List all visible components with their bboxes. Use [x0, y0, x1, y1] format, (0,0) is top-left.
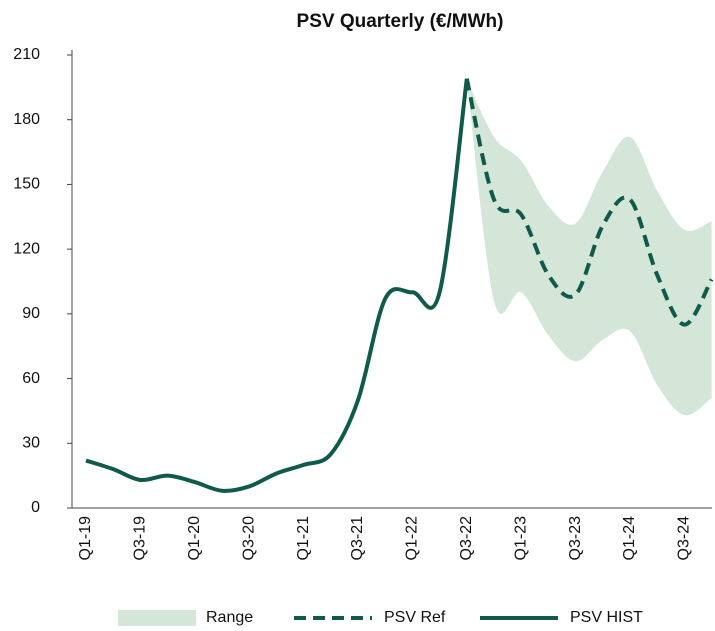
legend-label: Range	[206, 609, 253, 626]
chart-title: PSV Quarterly (€/MWh)	[297, 11, 504, 32]
line	[85, 78, 469, 493]
y-tick-label: 90	[22, 305, 40, 322]
x-tick-label: Q3-23	[567, 516, 584, 561]
range-band	[466, 78, 712, 416]
x-tick-label: Q3-24	[676, 516, 693, 561]
y-tick-label: 60	[22, 370, 40, 387]
y-tick-label: 0	[31, 499, 40, 516]
x-tick-label: Q1-23	[512, 516, 529, 561]
x-tick-label: Q3-21	[349, 516, 366, 561]
legend-swatch	[118, 610, 196, 626]
line	[464, 78, 714, 327]
x-tick-label: Q3-20	[240, 516, 257, 561]
y-tick-label: 150	[13, 176, 40, 193]
x-tick-label: Q1-24	[621, 516, 638, 561]
x-tick-label: Q1-20	[186, 516, 203, 561]
x-tick-label: Q1-21	[295, 516, 312, 561]
y-tick-label: 180	[13, 111, 40, 128]
y-tick-label: 210	[13, 46, 40, 63]
x-tick-label: Q3-19	[132, 516, 149, 561]
y-tick-label: 120	[13, 240, 40, 257]
y-tick-label: 30	[22, 435, 40, 452]
legend-label: PSV HIST	[570, 609, 643, 626]
x-tick-label: Q1-19	[77, 516, 94, 561]
x-tick-label: Q3-22	[458, 516, 475, 561]
legend-label: PSV Ref	[384, 609, 446, 626]
x-tick-label: Q1-22	[404, 516, 421, 561]
